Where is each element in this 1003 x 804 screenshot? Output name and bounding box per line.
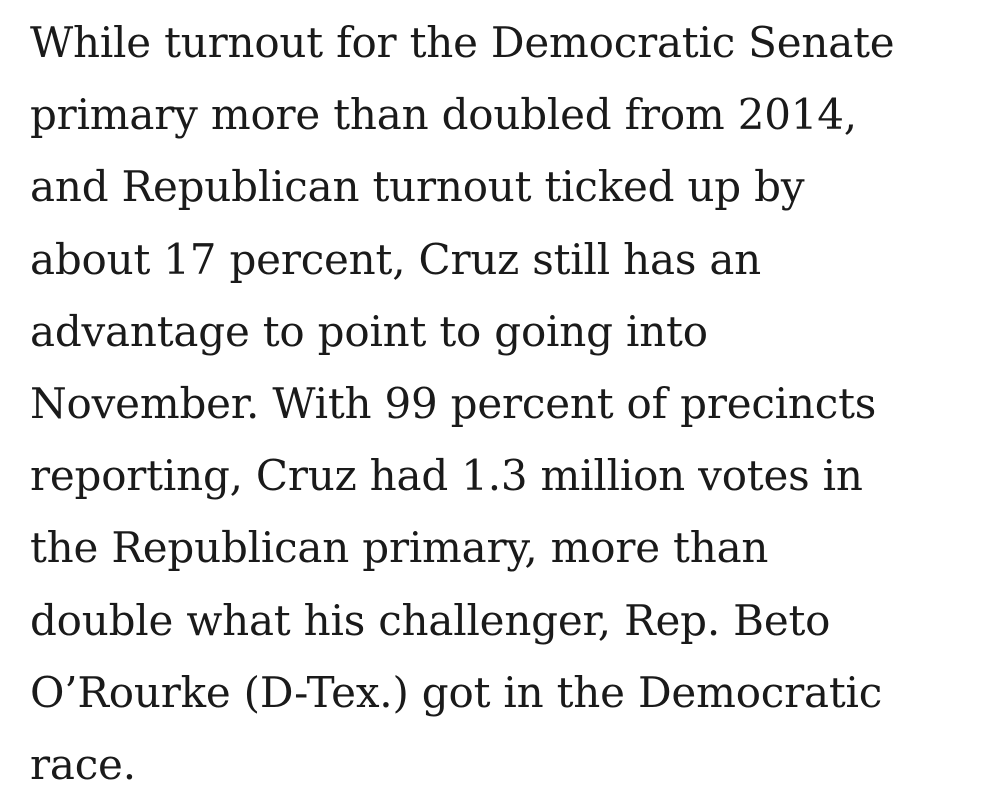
paragraph-line: about 17 percent, Cruz still has an bbox=[30, 234, 762, 284]
paragraph-line: double what his challenger, Rep. Beto bbox=[30, 595, 831, 645]
paragraph-line: O’Rourke (D-Tex.) got in the Democratic bbox=[30, 667, 883, 717]
paragraph-line: race. bbox=[30, 740, 136, 790]
article-paragraph: While turnout for the Democratic Senate … bbox=[30, 7, 990, 801]
paragraph-line: and Republican turnout ticked up by bbox=[30, 162, 805, 212]
paragraph-line: advantage to point to going into bbox=[30, 306, 708, 356]
paragraph-line: the Republican primary, more than bbox=[30, 523, 769, 573]
paragraph-line: primary more than doubled from 2014, bbox=[30, 90, 857, 140]
paragraph-line: While turnout for the Democratic Senate bbox=[30, 18, 895, 67]
paragraph-line: reporting, Cruz had 1.3 million votes in bbox=[30, 451, 863, 501]
paragraph-line: November. With 99 percent of precincts bbox=[30, 379, 877, 429]
